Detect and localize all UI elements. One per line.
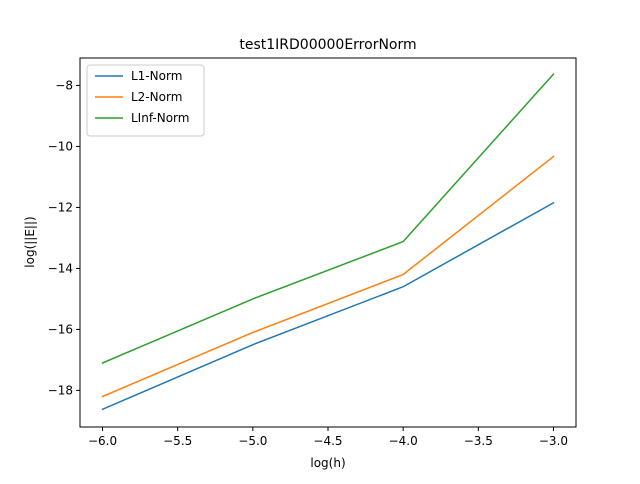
- series-line-2: [101, 155, 555, 398]
- x-axis-ticks: −6.0 −5.5 −5.0 −4.5 −4.0 −3.5 −3.0: [88, 427, 568, 448]
- y-axis-ticks: −18 −16 −14 −12 −10 −8: [48, 78, 80, 397]
- series-line-3: [101, 73, 555, 364]
- legend: L1-Norm L2-Norm LInf-Norm: [86, 64, 205, 137]
- x-tick-label: −5.5: [163, 434, 192, 448]
- legend-label: LInf-Norm: [131, 111, 189, 125]
- y-axis-label: log(||E||): [23, 216, 37, 267]
- x-tick-label: −6.0: [88, 434, 117, 448]
- chart-title: test1IRD00000ErrorNorm: [239, 37, 416, 53]
- series-layer: [101, 73, 555, 411]
- y-tick-label: −16: [48, 322, 73, 336]
- legend-label: L1-Norm: [131, 69, 182, 83]
- y-tick-label: −14: [48, 261, 73, 275]
- x-tick-label: −4.5: [313, 434, 342, 448]
- legend-label: L2-Norm: [131, 90, 182, 104]
- x-tick-label: −3.0: [539, 434, 568, 448]
- x-tick-label: −5.0: [238, 434, 267, 448]
- x-tick-label: −4.0: [389, 434, 418, 448]
- x-axis-label: log(h): [310, 456, 345, 470]
- x-tick-label: −3.5: [464, 434, 493, 448]
- y-tick-label: −10: [48, 139, 73, 153]
- y-tick-label: −18: [48, 383, 73, 397]
- y-tick-label: −8: [55, 78, 73, 92]
- y-tick-label: −12: [48, 200, 73, 214]
- series-line-1: [101, 201, 555, 411]
